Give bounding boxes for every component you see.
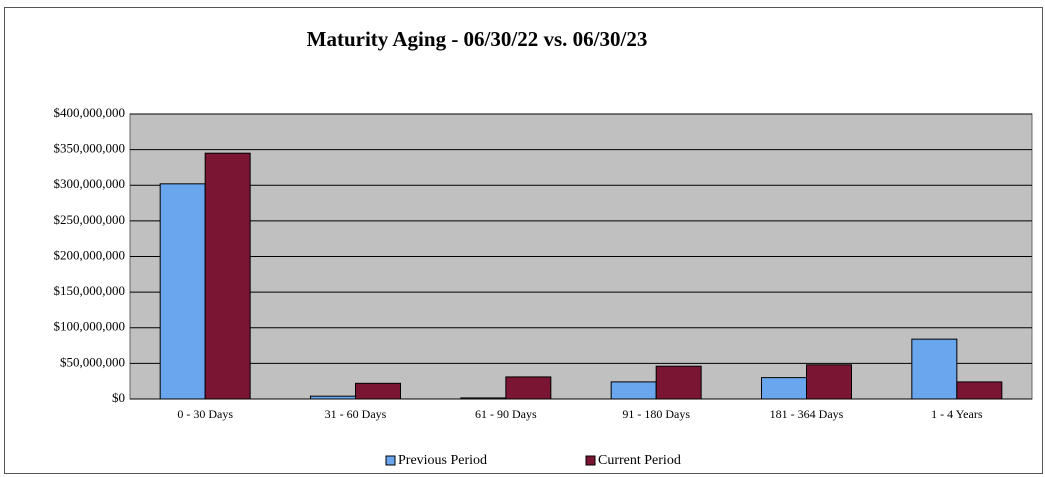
y-tick-label: $250,000,000 — [54, 212, 126, 227]
bar — [610, 381, 657, 400]
legend-swatch — [585, 455, 596, 466]
legend-label: Current Period — [598, 453, 681, 468]
x-tick-label: 1 - 4 Years — [931, 407, 983, 421]
y-tick-label: $100,000,000 — [54, 319, 126, 334]
x-tick-label: 31 - 60 Days — [325, 407, 387, 421]
y-tick-label: $50,000,000 — [60, 354, 125, 369]
y-tick-label: $200,000,000 — [54, 247, 126, 262]
bar — [761, 377, 807, 400]
legend-swatch — [385, 455, 396, 466]
bar — [204, 152, 251, 400]
bar — [159, 183, 206, 400]
legend-label: Previous Period — [398, 453, 487, 468]
x-tick-label: 91 - 180 Days — [622, 407, 690, 421]
x-tick-label: 181 - 364 Days — [770, 407, 844, 421]
y-tick-label: $350,000,000 — [54, 141, 126, 156]
y-tick-label: $400,000,000 — [54, 105, 126, 120]
x-tick-label: 0 - 30 Days — [177, 407, 233, 421]
x-tick-label: 61 - 90 Days — [475, 407, 537, 421]
y-tick-label: $150,000,000 — [54, 283, 126, 298]
y-tick-label: $0 — [112, 390, 125, 405]
bar — [956, 381, 1003, 400]
bar — [355, 382, 401, 400]
bar — [911, 338, 958, 400]
bar — [310, 395, 356, 400]
bar — [505, 376, 552, 400]
bar — [460, 397, 507, 400]
y-tick-label: $300,000,000 — [54, 176, 126, 191]
bar — [655, 365, 702, 400]
chart-title: Maturity Aging - 06/30/22 vs. 06/30/23 — [307, 27, 648, 51]
bar — [806, 364, 852, 400]
